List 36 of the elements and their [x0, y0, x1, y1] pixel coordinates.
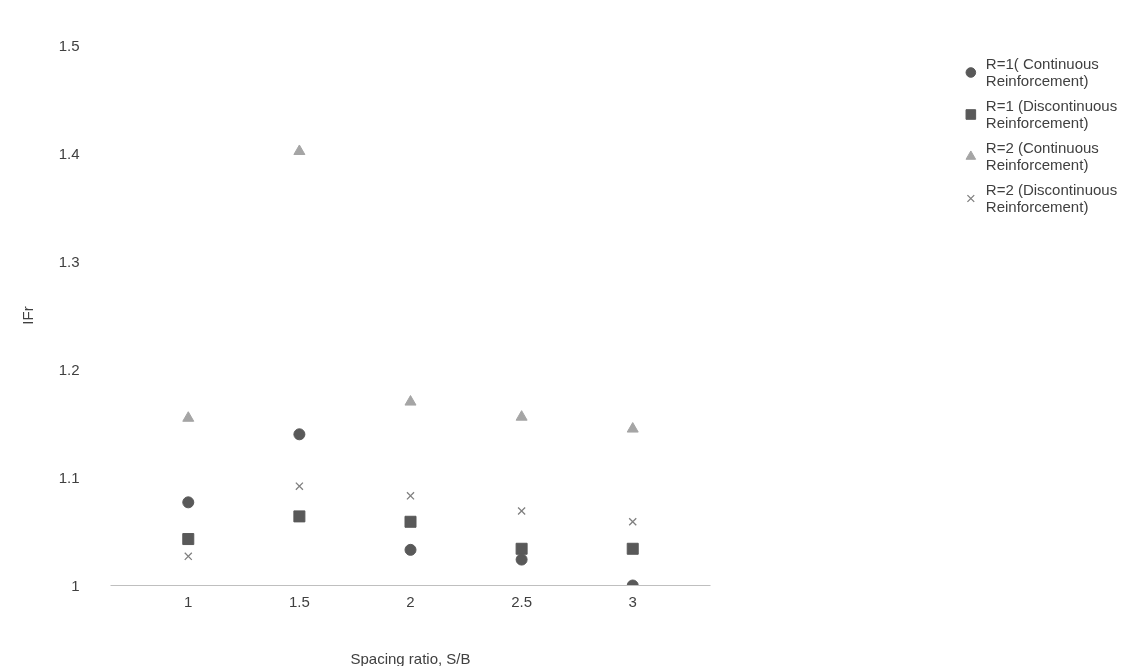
point — [515, 553, 528, 566]
y-tick-label: 1.2 — [58, 360, 80, 378]
point — [626, 542, 639, 555]
point — [184, 552, 193, 561]
point — [628, 517, 637, 526]
point — [293, 510, 306, 523]
x-tick-label: 1.5 — [288, 592, 310, 610]
y-tick-label: 1.4 — [58, 144, 80, 162]
y-tick-label: 1.5 — [58, 36, 80, 54]
point — [517, 506, 526, 516]
y-tick-label: 1.3 — [58, 252, 80, 270]
legend-label: R=2 (Discontinuous Reinforcement) — [985, 181, 1118, 215]
x-tick-label: 3 — [628, 592, 637, 610]
point — [404, 543, 417, 556]
x-tick-label: 2.5 — [511, 592, 533, 610]
point — [293, 428, 306, 441]
y-tick-label: 1.1 — [58, 468, 80, 486]
point — [182, 496, 195, 509]
y-axis-title: IFr — [18, 306, 36, 325]
point — [295, 481, 304, 491]
point — [404, 395, 417, 406]
legend-label: R=1 (Discontinuous Reinforcement) — [985, 97, 1118, 131]
x-tick-label: 2 — [406, 592, 415, 610]
point — [182, 411, 195, 422]
point — [404, 515, 417, 528]
x-axis-title: Spacing ratio, S/B — [350, 649, 471, 666]
point — [515, 410, 528, 421]
legend-label: R=1( Continuous Reinforcement) — [985, 55, 1099, 89]
point — [626, 422, 639, 433]
point — [293, 144, 306, 156]
point — [406, 491, 415, 501]
point — [515, 542, 528, 555]
x-tick-label: 1 — [184, 592, 193, 610]
legend-label: R=2 (Continuous Reinforcement) — [985, 139, 1099, 173]
point — [182, 533, 195, 546]
y-tick-label: 1 — [71, 576, 80, 594]
